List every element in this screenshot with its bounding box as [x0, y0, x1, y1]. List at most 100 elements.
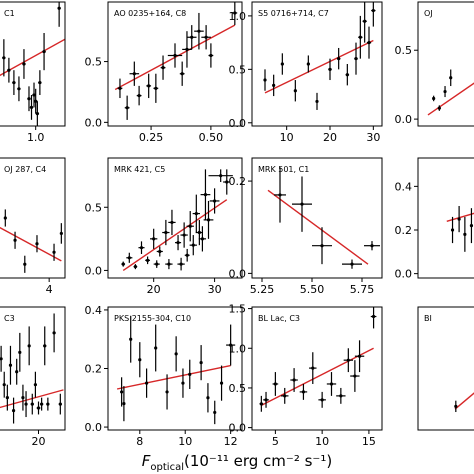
- data-point: [160, 55, 166, 80]
- point-marker: [263, 78, 267, 82]
- x-axis-symbol: F: [141, 452, 151, 470]
- point-marker: [2, 383, 6, 387]
- plot-area: [454, 392, 474, 413]
- point-marker: [38, 81, 42, 85]
- point-marker: [27, 344, 31, 348]
- data-point: [272, 74, 276, 97]
- data-point: [17, 76, 21, 102]
- data-point: [35, 235, 39, 253]
- point-marker: [147, 84, 151, 88]
- point-marker: [13, 238, 17, 242]
- y-tick-label: 0.5: [85, 56, 103, 69]
- data-point: [306, 55, 310, 73]
- point-marker: [206, 396, 210, 400]
- point-marker: [35, 112, 39, 116]
- point-marker: [173, 53, 177, 58]
- point-marker: [11, 408, 16, 413]
- data-point: [58, 393, 62, 415]
- x-tick-label: 5.75: [350, 283, 375, 296]
- data-point: [336, 387, 346, 404]
- point-marker: [212, 199, 217, 203]
- x-axis-label: Foptical(10⁻¹¹ erg cm⁻² s⁻¹): [0, 452, 474, 473]
- point-marker: [176, 241, 180, 245]
- data-point: [33, 371, 37, 398]
- panel-frame: [107, 1, 243, 127]
- panel-frame: [0, 1, 66, 127]
- point-marker: [57, 6, 61, 10]
- point-marker: [120, 390, 124, 394]
- data-point: [153, 73, 159, 103]
- point-marker: [272, 83, 276, 87]
- point-marker: [457, 217, 461, 221]
- data-point: [126, 252, 133, 263]
- data-point: [206, 383, 210, 413]
- data-point: [18, 332, 22, 372]
- point-marker: [18, 350, 22, 354]
- data-point: [27, 86, 31, 112]
- data-point: [22, 49, 26, 79]
- data-point: [175, 235, 182, 251]
- y-tick-label: 1.0: [229, 342, 247, 355]
- data-point: [138, 241, 145, 254]
- data-point: [272, 372, 279, 396]
- data-point: [40, 397, 44, 411]
- fit-line: [0, 226, 62, 262]
- data-point: [199, 345, 203, 381]
- data-point: [209, 188, 220, 214]
- point-marker: [7, 68, 11, 72]
- point-marker: [118, 86, 122, 90]
- point-marker: [152, 237, 156, 241]
- y-tick-label: 0.4: [85, 304, 103, 317]
- point-marker: [24, 402, 28, 406]
- point-marker: [23, 262, 27, 266]
- point-marker: [315, 99, 319, 104]
- panel-title: S5 0716+714, C7: [258, 9, 329, 18]
- point-marker: [329, 382, 334, 386]
- data-point: [443, 86, 447, 98]
- data-point: [165, 259, 173, 270]
- x-tick-label: 12: [224, 435, 238, 448]
- y-tick-label: 0.5: [229, 63, 247, 76]
- x-tick-label: 5: [272, 435, 279, 448]
- point-marker: [164, 230, 168, 235]
- panel-3: 10 20 30 0.0 0.5 1.0 S5 0716+714, C7: [229, 1, 383, 144]
- data-point: [162, 219, 170, 246]
- point-marker: [2, 56, 6, 60]
- point-marker: [0, 357, 3, 361]
- data-point: [30, 393, 34, 415]
- data-point: [280, 387, 289, 404]
- panel-4: 0.0 0.5 OJ: [395, 1, 474, 127]
- y-tick-label: 0.0: [229, 117, 247, 130]
- point-marker: [437, 106, 441, 110]
- point-marker: [204, 35, 208, 39]
- plot-area: [114, 2, 238, 120]
- data-point: [449, 69, 453, 87]
- data-point: [165, 374, 169, 410]
- point-marker: [354, 57, 358, 61]
- data-point: [208, 43, 214, 68]
- panel-2: 0.25 0.50 0.0 0.5 AO 0235+164, C8: [85, 1, 243, 144]
- point-marker: [34, 99, 38, 103]
- point-marker: [370, 244, 374, 248]
- fit-line: [0, 389, 64, 409]
- y-tick-label: 0.0: [85, 264, 103, 277]
- data-point: [354, 42, 358, 75]
- data-point: [52, 243, 56, 261]
- point-marker: [27, 97, 31, 101]
- point-marker: [133, 265, 138, 269]
- panel-frame: [417, 306, 474, 431]
- point-marker: [188, 224, 192, 228]
- plot-area: [263, 2, 376, 110]
- point-marker: [371, 8, 375, 13]
- panel-title: OJ: [424, 9, 433, 18]
- point-marker: [182, 233, 186, 237]
- point-marker: [155, 262, 159, 266]
- point-marker: [363, 19, 367, 23]
- data-point: [38, 70, 42, 95]
- point-marker: [21, 396, 25, 400]
- point-marker: [52, 331, 56, 335]
- point-marker: [129, 337, 133, 341]
- panel-11: 5 10 15 0.0 0.5 1.0 1.5 BL Lac, C3: [229, 303, 383, 448]
- x-tick-label: 20: [323, 131, 337, 144]
- point-marker: [432, 96, 436, 101]
